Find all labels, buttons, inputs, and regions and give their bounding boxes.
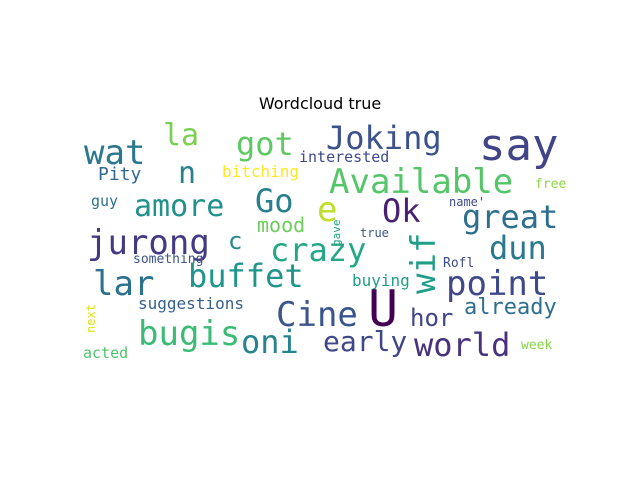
word-oni: oni bbox=[241, 323, 299, 361]
word-great: great bbox=[462, 198, 558, 236]
word-dun: dun bbox=[489, 229, 547, 267]
word-free: free bbox=[535, 177, 566, 192]
word-true: true bbox=[360, 226, 389, 240]
word-la: la bbox=[163, 120, 199, 153]
word-n: n bbox=[178, 156, 196, 191]
word-mood: mood bbox=[257, 213, 305, 237]
word-interested: interested bbox=[299, 148, 389, 166]
chart-title: Wordcloud true bbox=[258, 94, 382, 113]
word-gave: gave bbox=[330, 220, 343, 247]
word-e: e bbox=[317, 190, 337, 230]
word-joking: Joking bbox=[326, 120, 442, 157]
word-early: early bbox=[323, 325, 407, 358]
word-name: name' bbox=[449, 195, 485, 209]
word-go: Go bbox=[255, 182, 294, 220]
word-amore: amore bbox=[134, 189, 224, 224]
word-world: world bbox=[414, 326, 510, 364]
word-something: something bbox=[133, 252, 203, 267]
word-next: next bbox=[84, 304, 98, 333]
word-bitching: bitching bbox=[222, 162, 299, 181]
word-rofl: Rofl bbox=[443, 256, 474, 271]
word-bugis: bugis bbox=[138, 314, 240, 354]
word-available: Available bbox=[329, 162, 513, 202]
word-say: say bbox=[479, 120, 558, 171]
word-week: week bbox=[521, 338, 552, 353]
word-already: already bbox=[464, 295, 557, 320]
word-jurong: jurong bbox=[87, 223, 210, 263]
word-buying: buying bbox=[352, 271, 410, 290]
word-lar: lar bbox=[93, 264, 154, 304]
word-ok: Ok bbox=[382, 192, 421, 230]
word-pity: Pity bbox=[98, 164, 142, 185]
word-crazy: crazy bbox=[270, 231, 366, 269]
word-hor: hor bbox=[410, 304, 453, 332]
word-point: point bbox=[446, 264, 548, 304]
word-suggestions: suggestions bbox=[138, 294, 244, 313]
word-guy: guy bbox=[91, 192, 118, 210]
word-c: c bbox=[228, 227, 242, 255]
word-got: got bbox=[236, 125, 294, 163]
word-u: U bbox=[368, 280, 398, 338]
word-cine: Cine bbox=[276, 295, 358, 335]
word-wat: wat bbox=[84, 133, 145, 173]
word-wif: wif bbox=[404, 233, 444, 294]
word-acted: acted bbox=[83, 344, 128, 362]
word-buffet: buffet bbox=[188, 257, 304, 295]
